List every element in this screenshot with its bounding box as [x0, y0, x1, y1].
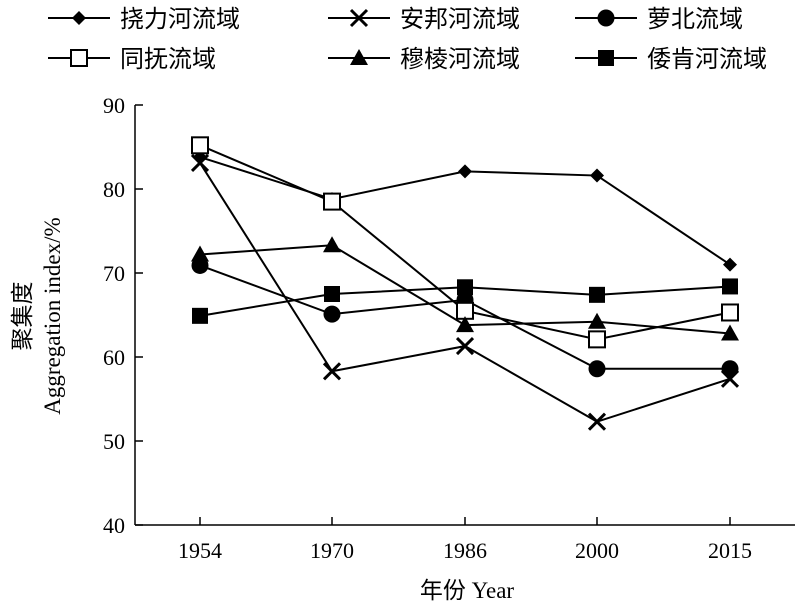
data-point: [322, 362, 342, 381]
data-point: [723, 257, 737, 272]
series-1: [193, 150, 737, 272]
x-tick-label: 2000: [575, 538, 619, 563]
series-4: [191, 136, 739, 349]
data-point: [191, 136, 209, 155]
legend-item: 萝北流域: [575, 5, 743, 33]
data-point: [721, 324, 739, 341]
data-point: [323, 236, 341, 253]
legend-marker: [597, 9, 615, 27]
data-point: [590, 168, 604, 183]
x-tick-label: 1954: [178, 538, 222, 563]
legend-item: 倭肯河流域: [575, 45, 767, 73]
y-tick-label: 90: [103, 93, 125, 118]
legend-label: 萝北流域: [647, 5, 743, 33]
data-point: [190, 153, 210, 173]
x-axis-title: 年份 Year: [420, 578, 514, 603]
data-point: [458, 164, 472, 179]
data-point: [589, 286, 605, 303]
legend-label: 挠力河流域: [120, 5, 240, 33]
y-ticks: 40 50 60 70 80 90: [103, 93, 143, 538]
legend-item: 挠力河流域: [48, 5, 240, 33]
y-tick-label: 50: [103, 429, 125, 454]
data-point: [191, 245, 209, 262]
legend-item: 穆棱河流域: [328, 45, 520, 73]
data-point: [587, 412, 607, 431]
legend-marker: [349, 8, 369, 28]
x-tick-label: 2015: [708, 538, 752, 563]
data-point: [722, 278, 738, 295]
legend-label: 安邦河流域: [400, 5, 520, 33]
y-axis-title-line1: 聚集度: [10, 282, 35, 351]
legend-marker: [350, 49, 368, 65]
legend-marker: [72, 11, 86, 25]
series-6: [192, 278, 738, 324]
y-tick-label: 80: [103, 177, 125, 202]
data-point: [323, 305, 341, 323]
legend-item: 安邦河流域: [328, 5, 520, 33]
data-point: [456, 316, 474, 333]
data-point: [324, 286, 340, 302]
legend-marker: [70, 49, 88, 67]
legend-marker: [598, 50, 614, 66]
series-5: [191, 236, 739, 341]
legend-label: 穆棱河流域: [400, 45, 520, 73]
data-point: [588, 330, 606, 349]
legend-item: 同抚流域: [48, 45, 216, 73]
y-tick-label: 70: [103, 261, 125, 286]
x-tick-label: 1970: [310, 538, 354, 563]
legend-label: 同抚流域: [120, 45, 216, 73]
x-tick-label: 1986: [443, 538, 487, 563]
y-tick-label: 40: [103, 513, 125, 538]
y-axis-title-line2: Aggregation index/%: [40, 217, 65, 414]
y-tick-label: 60: [103, 345, 125, 370]
x-ticks: 1954 1970 1986 2000 2015: [178, 517, 752, 563]
data-point: [323, 192, 341, 211]
data-point: [721, 303, 739, 322]
series-group: [190, 136, 740, 431]
data-point: [192, 307, 208, 324]
data-point: [588, 312, 606, 329]
data-point: [588, 360, 606, 378]
data-point: [721, 360, 739, 378]
data-point: [457, 279, 473, 296]
data-point: [455, 337, 475, 356]
legend-label: 倭肯河流域: [647, 45, 767, 73]
